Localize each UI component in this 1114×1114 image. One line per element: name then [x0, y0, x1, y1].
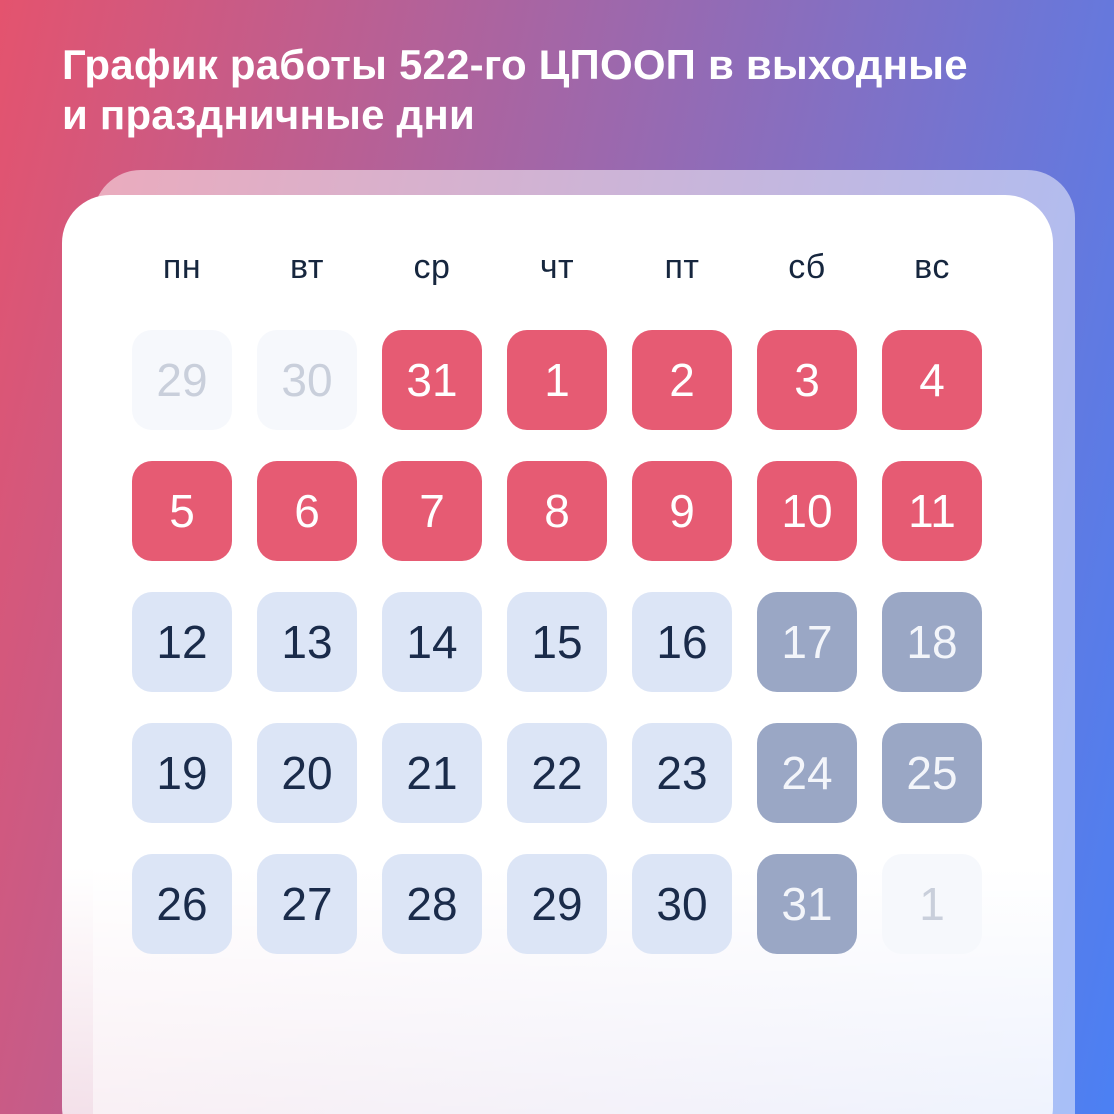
day-cell-0-3: 1	[507, 330, 607, 430]
day-cell-0-4: 2	[632, 330, 732, 430]
day-cell-4-2: 28	[382, 854, 482, 954]
day-cell-0-2: 31	[382, 330, 482, 430]
day-cell-2-2: 14	[382, 592, 482, 692]
day-cell-4-4: 30	[632, 854, 732, 954]
day-cell-3-6: 25	[882, 723, 982, 823]
page-title-line1: График работы 522-го ЦПООП в выходные	[62, 41, 968, 88]
day-cell-1-4: 9	[632, 461, 732, 561]
weekday-label-sat: сб	[788, 247, 826, 286]
day-cell-4-6: 1	[882, 854, 982, 954]
day-cell-3-2: 21	[382, 723, 482, 823]
day-cell-1-0: 5	[132, 461, 232, 561]
day-cell-1-6: 11	[882, 461, 982, 561]
weekday-label-fri: пт	[664, 247, 700, 286]
day-cell-0-0: 29	[132, 330, 232, 430]
weekday-label-wed: ср	[413, 247, 451, 286]
day-cell-0-1: 30	[257, 330, 357, 430]
weekday-label-thu: чт	[539, 247, 575, 286]
weekday-label-mon: пн	[162, 247, 202, 286]
day-cell-2-0: 12	[132, 592, 232, 692]
day-cell-2-4: 16	[632, 592, 732, 692]
weekday-label-tue: вт	[290, 247, 324, 286]
day-cell-1-2: 7	[382, 461, 482, 561]
day-cell-0-5: 3	[757, 330, 857, 430]
day-cell-3-4: 23	[632, 723, 732, 823]
day-cell-4-3: 29	[507, 854, 607, 954]
calendar-grid: 29 30 31 1 2 3 4 5 6 7 8 9 10 11 12 13 14 15 16 17 18 19 20 21 2…	[132, 330, 982, 954]
day-cell-1-3: 8	[507, 461, 607, 561]
day-cell-3-5: 24	[757, 723, 857, 823]
day-cell-3-3: 22	[507, 723, 607, 823]
page-title-line2: и праздничные дни	[62, 91, 476, 138]
weekday-header-row: пн вт ср чт пт сб вс	[132, 243, 982, 291]
day-cell-0-6: 4	[882, 330, 982, 430]
day-cell-2-1: 13	[257, 592, 357, 692]
day-cell-4-5: 31	[757, 854, 857, 954]
day-cell-1-5: 10	[757, 461, 857, 561]
day-cell-3-1: 20	[257, 723, 357, 823]
weekday-label-sun: вс	[914, 247, 950, 286]
day-cell-4-0: 26	[132, 854, 232, 954]
day-cell-4-1: 27	[257, 854, 357, 954]
page-title: График работы 522-го ЦПООП в выходные и …	[62, 40, 982, 140]
day-cell-2-6: 18	[882, 592, 982, 692]
day-cell-3-0: 19	[132, 723, 232, 823]
day-cell-2-5: 17	[757, 592, 857, 692]
day-cell-2-3: 15	[507, 592, 607, 692]
day-cell-1-1: 6	[257, 461, 357, 561]
